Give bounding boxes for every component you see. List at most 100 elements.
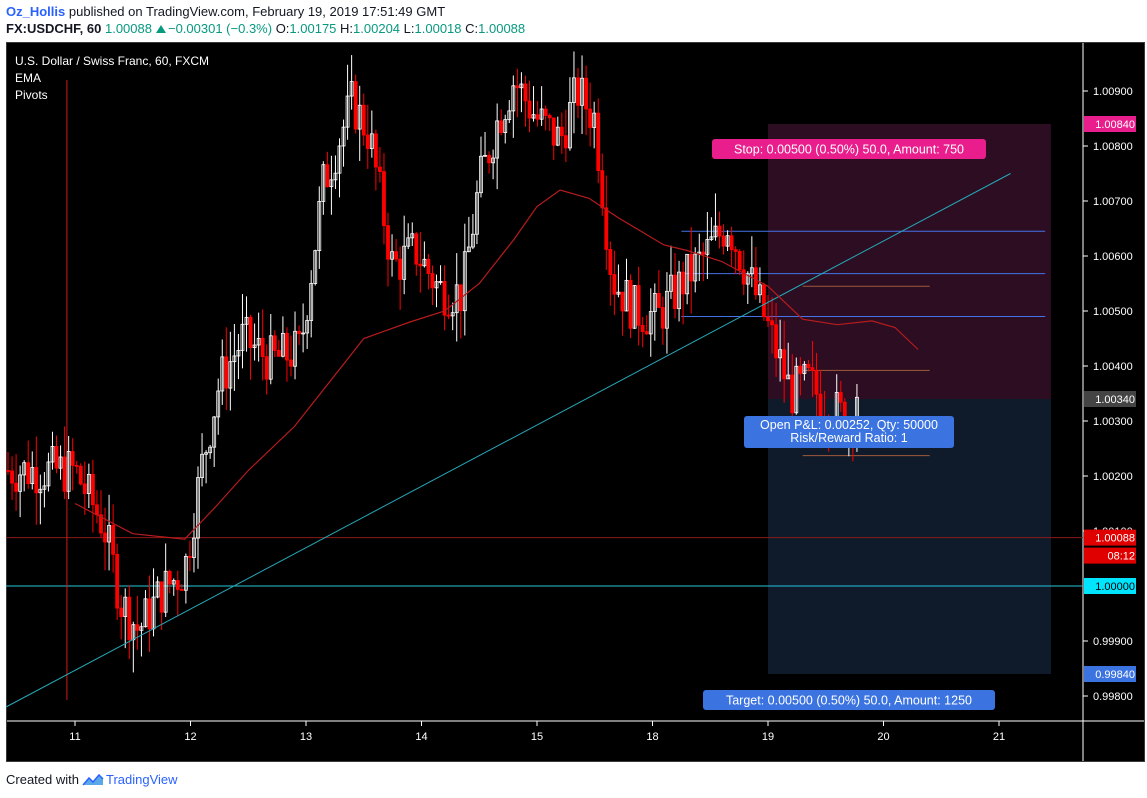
candle-body — [264, 356, 269, 380]
target-label-box — [703, 690, 995, 710]
candle-body — [163, 570, 168, 613]
candle-body — [244, 316, 249, 325]
candle-body — [276, 350, 281, 357]
publication-info: Oz_Hollis published on TradingView.com, … — [6, 4, 445, 19]
price-scale[interactable] — [1083, 42, 1145, 721]
candle-body — [18, 474, 23, 492]
candle-body — [677, 271, 681, 310]
legend-title: U.S. Dollar / Swiss Franc, 60, FXCM — [15, 54, 209, 68]
last-price: 1.00088 — [104, 21, 152, 36]
countdown-badge: 08:12 — [1107, 551, 1135, 563]
candle-body — [135, 624, 140, 631]
candle-body — [54, 446, 59, 469]
candle-body — [487, 154, 491, 164]
x-axis: 11 12 13 14 15 18 19 20 21 — [69, 721, 1005, 743]
candle-body — [673, 274, 677, 310]
candle-body — [107, 525, 111, 543]
candle-body — [612, 274, 617, 295]
candle-body — [353, 81, 358, 130]
author-link[interactable]: Oz_Hollis — [6, 4, 66, 19]
candle-body — [240, 323, 245, 351]
ema-line[interactable] — [74, 189, 919, 540]
candle-body — [539, 108, 544, 120]
candle-body — [709, 236, 714, 240]
candle-body — [705, 239, 710, 255]
candle-body — [762, 284, 766, 318]
price-chart[interactable]: 1.01000 1.00900 1.00800 1.00700 1.00600 1.005… — [0, 40, 1147, 766]
candle-body — [507, 110, 512, 121]
countdown-badge-box — [1084, 547, 1136, 564]
candle-body — [741, 269, 746, 285]
candle-body — [604, 207, 609, 250]
stop-label-box — [712, 139, 986, 159]
candle-body — [402, 245, 407, 280]
candle-body — [305, 320, 310, 334]
candle-body — [430, 273, 435, 289]
candle-body — [503, 119, 508, 133]
footer: Created with TradingView — [6, 772, 178, 787]
low-label: L: — [403, 21, 415, 36]
pnl-label-box — [744, 416, 954, 448]
trendline[interactable] — [5, 173, 1011, 708]
candle-body — [272, 335, 277, 351]
candle-body — [519, 83, 524, 89]
candle-body — [406, 237, 411, 247]
legend-indicator-pivots[interactable]: Pivots — [15, 88, 48, 102]
high-label: H: — [340, 21, 354, 36]
candle-body — [289, 359, 293, 367]
target-label: Target: 0.00500 (0.50%) 50.0, Amount: 12… — [726, 694, 972, 708]
candle-body — [685, 253, 690, 295]
legend-indicator-ema[interactable]: EMA — [15, 71, 41, 85]
candle-body — [778, 349, 783, 359]
price-change: −0.00301 (−0.3%) — [167, 21, 273, 36]
candle-body — [450, 312, 455, 317]
scale-corner — [1083, 721, 1145, 762]
x-tick-label: 21 — [993, 731, 1005, 743]
candle-body — [127, 596, 132, 641]
time-scale[interactable] — [6, 721, 1083, 762]
candle-body — [62, 456, 67, 492]
candle-body — [216, 390, 221, 418]
chart-frame — [6, 42, 1145, 762]
stop-loss-zone[interactable] — [768, 124, 1051, 399]
y-tick-label: 1.00800 — [1093, 141, 1133, 153]
candle-body — [313, 250, 318, 284]
candle-body — [70, 451, 75, 466]
candle-body — [280, 332, 285, 357]
candle-body — [171, 580, 176, 585]
candle-body — [551, 117, 556, 146]
candle-body — [369, 133, 374, 149]
x-tick-label: 12 — [184, 731, 196, 743]
x-tick-label: 15 — [531, 731, 543, 743]
x-tick-label: 20 — [877, 731, 889, 743]
candle-body — [143, 598, 148, 628]
candle-body — [99, 514, 103, 534]
y-tick-label: 1.01000 — [1093, 40, 1133, 43]
candle-body — [179, 589, 184, 591]
candle-body — [665, 290, 669, 329]
y-tick-label: 1.00700 — [1093, 196, 1133, 208]
candle-body — [66, 451, 71, 492]
candle-body — [78, 465, 83, 485]
candle-body — [838, 392, 843, 403]
candle-body — [373, 133, 378, 168]
entry-price-badge: 1.00340 — [1095, 394, 1135, 406]
candle-body — [713, 225, 718, 238]
y-tick-label: 1.00400 — [1093, 361, 1133, 373]
candle-body — [588, 108, 593, 128]
candle-body — [636, 285, 641, 326]
candle-body — [632, 285, 637, 329]
close-label: C: — [465, 21, 479, 36]
candle-body — [454, 284, 459, 314]
candle-body — [753, 267, 758, 296]
candle-body — [596, 112, 601, 172]
candle-body — [749, 267, 754, 275]
candle-body — [737, 251, 742, 271]
price-badges: 1.00840 1.00340 1.00088 08:12 1.00000 0.99840 — [1084, 116, 1136, 682]
tradingview-link[interactable]: TradingView — [105, 772, 178, 787]
x-tick-label: 13 — [300, 731, 312, 743]
x-tick-label: 14 — [415, 731, 427, 743]
candle-body — [495, 120, 500, 159]
symbol-info: FX:USDCHF, 60 1.00088 −0.00301 (−0.3%) O:… — [6, 21, 525, 36]
target-price-badge: 0.99840 — [1095, 669, 1135, 681]
